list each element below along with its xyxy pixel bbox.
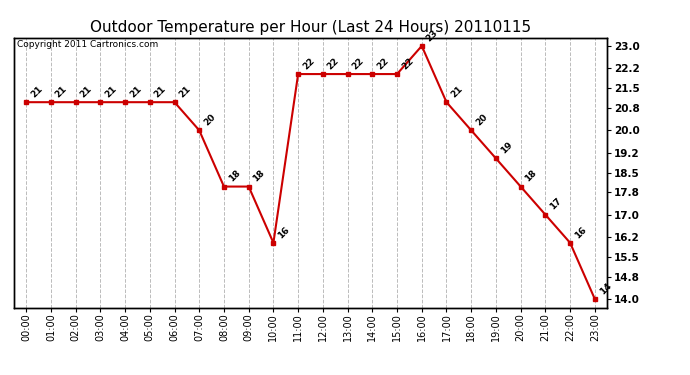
Text: 18: 18 xyxy=(251,169,266,184)
Text: 20: 20 xyxy=(202,112,217,128)
Text: 22: 22 xyxy=(326,56,341,71)
Text: 16: 16 xyxy=(573,225,588,240)
Text: 20: 20 xyxy=(474,112,489,128)
Text: 17: 17 xyxy=(548,196,564,212)
Text: 21: 21 xyxy=(152,84,168,99)
Text: 22: 22 xyxy=(400,56,415,71)
Text: 14: 14 xyxy=(598,281,613,296)
Text: 21: 21 xyxy=(79,84,94,99)
Text: 23: 23 xyxy=(424,28,440,43)
Text: 21: 21 xyxy=(449,84,464,99)
Text: 19: 19 xyxy=(499,140,514,156)
Text: 21: 21 xyxy=(128,84,143,99)
Text: 16: 16 xyxy=(276,225,291,240)
Text: 22: 22 xyxy=(375,56,391,71)
Text: 21: 21 xyxy=(177,84,193,99)
Text: 18: 18 xyxy=(227,169,242,184)
Title: Outdoor Temperature per Hour (Last 24 Hours) 20110115: Outdoor Temperature per Hour (Last 24 Ho… xyxy=(90,20,531,35)
Text: 21: 21 xyxy=(54,84,69,99)
Text: 21: 21 xyxy=(29,84,44,99)
Text: 22: 22 xyxy=(351,56,366,71)
Text: 22: 22 xyxy=(301,56,316,71)
Text: 18: 18 xyxy=(524,169,539,184)
Text: 21: 21 xyxy=(103,84,118,99)
Text: Copyright 2011 Cartronics.com: Copyright 2011 Cartronics.com xyxy=(17,40,158,49)
